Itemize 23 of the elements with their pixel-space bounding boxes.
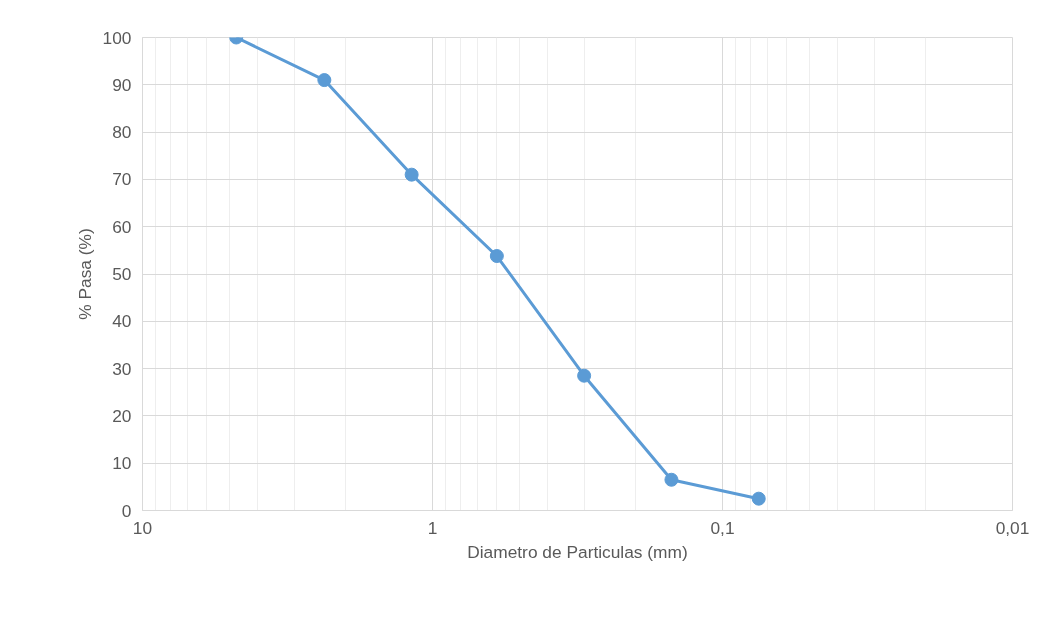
y-tick-label: 0: [121, 500, 132, 521]
x-tick-label: 0,01: [995, 517, 1030, 538]
y-tick-label: 50: [112, 264, 132, 284]
y-tick-label: 100: [102, 27, 132, 48]
point: [404, 167, 419, 182]
y-tick-label: 80: [112, 122, 132, 143]
point: [751, 491, 766, 506]
y-tick-label: 30: [112, 358, 132, 379]
y-tick-label: 70: [112, 169, 132, 190]
y-tick-label: 10: [112, 453, 132, 474]
y-tick-label: 60: [112, 216, 132, 237]
point: [317, 73, 332, 88]
point: [489, 249, 504, 264]
y-tick-label: 20: [112, 405, 132, 426]
point: [577, 368, 592, 383]
x-tick-label: 0,1: [710, 517, 735, 538]
x-tick-label: 10: [132, 517, 153, 538]
x-tick-label: 1: [427, 517, 438, 538]
y-axis-title: % Pasa (%): [74, 228, 95, 320]
y-tick-label: 40: [112, 311, 132, 332]
x-axis-title: Diametro de Particulas (mm): [467, 541, 688, 562]
y-tick-label: 90: [112, 74, 132, 95]
point: [664, 472, 679, 487]
